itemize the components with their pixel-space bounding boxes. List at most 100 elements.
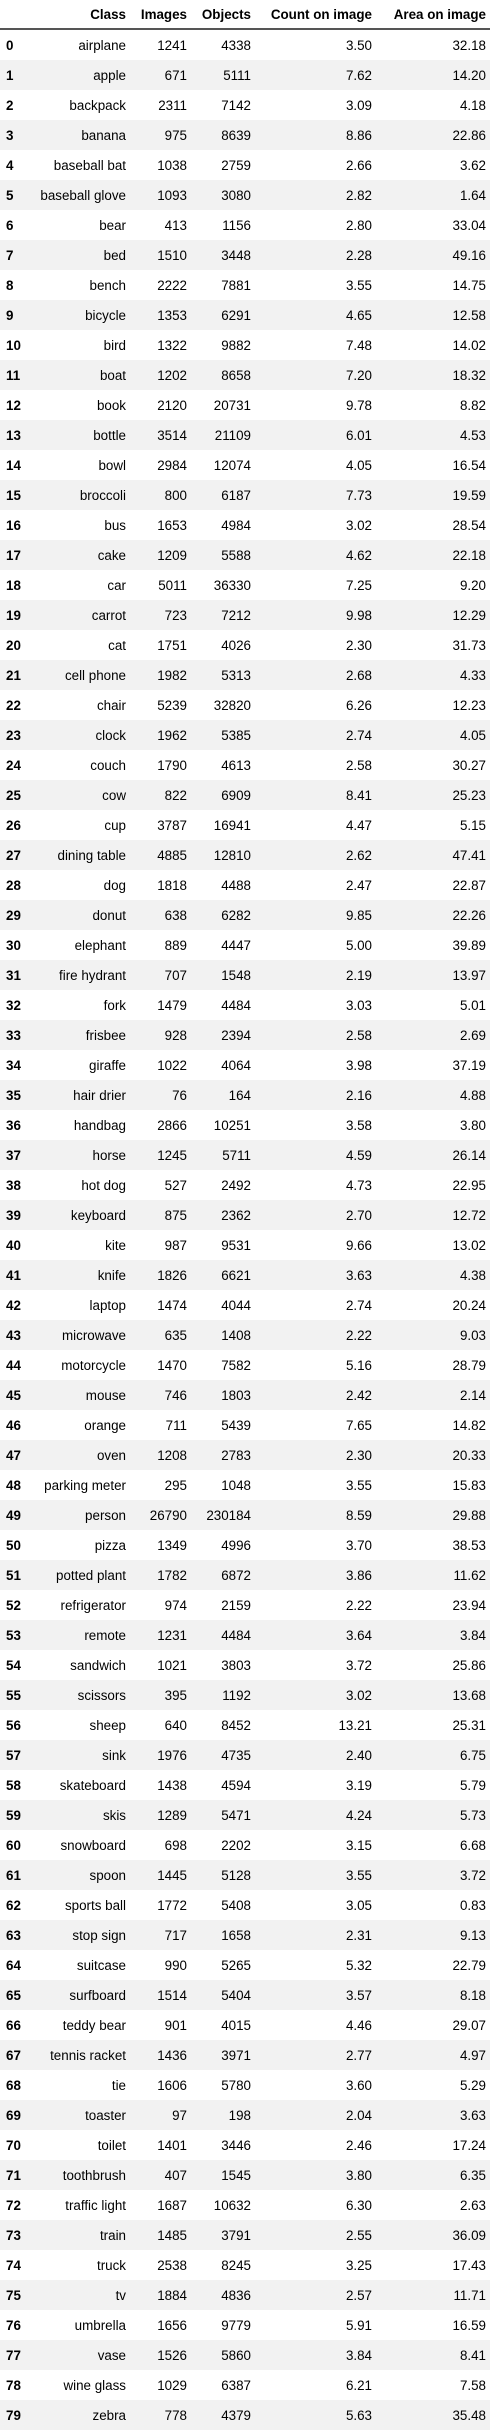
images-cell: 1029 bbox=[157, 2377, 187, 2393]
row-index: 72 bbox=[6, 2197, 21, 2213]
area-on-image-cell: 38.53 bbox=[452, 1537, 486, 1553]
table-row: 21 cell phone 1982 5313 2.68 4.33 bbox=[0, 660, 490, 690]
images-cell: 1022 bbox=[157, 1057, 187, 1073]
table-row: 64 suitcase 990 5265 5.32 22.79 bbox=[0, 1950, 490, 1980]
table-row: 68 tie 1606 5780 3.60 5.29 bbox=[0, 2070, 490, 2100]
table-row: 40 kite 987 9531 9.66 13.02 bbox=[0, 1230, 490, 1260]
header-objects: Objects bbox=[191, 0, 255, 30]
count-on-image-cell: 5.00 bbox=[345, 937, 372, 953]
images-cell: 1976 bbox=[130, 1740, 191, 1770]
area-on-image-cell: 13.97 bbox=[376, 960, 490, 990]
table-row: 5 baseball glove 1093 3080 2.82 1.64 bbox=[0, 180, 490, 210]
header-images: Images bbox=[130, 0, 191, 30]
objects-cell: 4984 bbox=[221, 517, 251, 533]
images-cell: 2866 bbox=[157, 1117, 187, 1133]
count-on-image-cell: 2.19 bbox=[255, 960, 376, 990]
count-on-image-cell: 4.62 bbox=[255, 540, 376, 570]
images-cell: 987 bbox=[164, 1237, 187, 1253]
class-name-cell: wine glass bbox=[63, 2377, 126, 2393]
table-row: 69 toaster 97 198 2.04 3.63 bbox=[0, 2100, 490, 2130]
count-on-image-cell: 3.25 bbox=[345, 2257, 372, 2273]
row-index: 30 bbox=[6, 937, 21, 953]
class-name-cell: backpack bbox=[69, 97, 126, 113]
row-index: 26 bbox=[6, 817, 21, 833]
row-index: 10 bbox=[6, 337, 21, 353]
images-cell: 711 bbox=[165, 1417, 187, 1433]
count-on-image-cell: 2.77 bbox=[255, 2040, 376, 2070]
row-index: 9 bbox=[0, 300, 38, 330]
count-on-image-cell: 6.21 bbox=[345, 2377, 372, 2393]
class-name-cell: cat bbox=[108, 637, 126, 653]
objects-cell: 5471 bbox=[191, 1800, 255, 1830]
objects-cell: 2159 bbox=[221, 1597, 251, 1613]
table-row: 54 sandwich 1021 3803 3.72 25.86 bbox=[0, 1650, 490, 1680]
images-cell: 707 bbox=[130, 960, 191, 990]
area-on-image-cell: 4.18 bbox=[459, 97, 486, 113]
table-row: 36 handbag 2866 10251 3.58 3.80 bbox=[0, 1110, 490, 1140]
objects-cell: 9779 bbox=[221, 2317, 251, 2333]
count-on-image-cell: 2.16 bbox=[255, 1080, 376, 1110]
area-on-image-cell: 18.32 bbox=[376, 360, 490, 390]
area-on-image-cell: 16.54 bbox=[452, 457, 486, 473]
class-name-cell: handbag bbox=[73, 1117, 126, 1133]
objects-cell: 6621 bbox=[191, 1260, 255, 1290]
table-body: 0 airplane 1241 4338 3.50 32.18 1 apple 671 5111 7… bbox=[0, 29, 490, 2430]
objects-cell: 6909 bbox=[191, 780, 255, 810]
class-name-cell: apple bbox=[38, 60, 130, 90]
area-on-image-cell: 12.72 bbox=[376, 1200, 490, 1230]
images-cell: 407 bbox=[130, 2160, 191, 2190]
objects-cell: 7142 bbox=[221, 97, 251, 113]
table-row: 59 skis 1289 5471 4.24 5.73 bbox=[0, 1800, 490, 1830]
row-index: 37 bbox=[0, 1140, 38, 1170]
area-on-image-cell: 5.15 bbox=[459, 817, 486, 833]
images-cell: 97 bbox=[130, 2100, 191, 2130]
table-row: 73 train 1485 3791 2.55 36.09 bbox=[0, 2220, 490, 2250]
table-row: 15 broccoli 800 6187 7.73 19.59 bbox=[0, 480, 490, 510]
row-index: 2 bbox=[6, 97, 14, 113]
count-on-image-cell: 2.31 bbox=[255, 1920, 376, 1950]
objects-cell: 4064 bbox=[221, 1057, 251, 1073]
objects-cell: 6187 bbox=[191, 480, 255, 510]
images-cell: 1241 bbox=[157, 37, 187, 53]
class-name-cell: dining table bbox=[38, 840, 130, 870]
table-row: 79 zebra 778 4379 5.63 35.48 bbox=[0, 2400, 490, 2430]
count-on-image-cell: 3.02 bbox=[345, 517, 372, 533]
class-name-cell: teddy bear bbox=[62, 2017, 126, 2033]
objects-cell: 21109 bbox=[191, 420, 255, 450]
count-on-image-cell: 3.19 bbox=[345, 1777, 372, 1793]
class-name-cell: carrot bbox=[38, 600, 130, 630]
class-name-cell: banana bbox=[38, 120, 130, 150]
row-index: 58 bbox=[6, 1777, 21, 1793]
images-cell: 889 bbox=[164, 937, 187, 953]
table-row: 13 bottle 3514 21109 6.01 4.53 bbox=[0, 420, 490, 450]
table-row: 75 tv 1884 4836 2.57 11.71 bbox=[0, 2280, 490, 2310]
area-on-image-cell: 8.18 bbox=[376, 1980, 490, 2010]
class-name-cell: pizza bbox=[94, 1537, 126, 1553]
objects-cell: 3446 bbox=[221, 2137, 251, 2153]
area-on-image-cell: 5.29 bbox=[459, 2077, 486, 2093]
row-index: 18 bbox=[6, 577, 21, 593]
objects-cell: 164 bbox=[191, 1080, 255, 1110]
row-index: 42 bbox=[6, 1297, 21, 1313]
area-on-image-cell: 36.09 bbox=[376, 2220, 490, 2250]
images-cell: 638 bbox=[130, 900, 191, 930]
row-index: 31 bbox=[0, 960, 38, 990]
table-row: 53 remote 1231 4484 3.64 3.84 bbox=[0, 1620, 490, 1650]
table-row: 50 pizza 1349 4996 3.70 38.53 bbox=[0, 1530, 490, 1560]
row-index: 0 bbox=[6, 37, 14, 53]
images-cell: 1514 bbox=[130, 1980, 191, 2010]
count-on-image-cell: 3.70 bbox=[345, 1537, 372, 1553]
row-index: 16 bbox=[6, 517, 21, 533]
area-on-image-cell: 22.86 bbox=[376, 120, 490, 150]
count-on-image-cell: 2.68 bbox=[255, 660, 376, 690]
objects-cell: 4447 bbox=[221, 937, 251, 953]
images-cell: 1485 bbox=[130, 2220, 191, 2250]
objects-cell: 2783 bbox=[191, 1440, 255, 1470]
area-on-image-cell: 9.03 bbox=[376, 1320, 490, 1350]
class-name-cell: oven bbox=[38, 1440, 130, 1470]
count-on-image-cell: 6.30 bbox=[345, 2197, 372, 2213]
images-cell: 1653 bbox=[157, 517, 187, 533]
table-row: 47 oven 1208 2783 2.30 20.33 bbox=[0, 1440, 490, 1470]
objects-cell: 4379 bbox=[191, 2400, 255, 2430]
objects-cell: 5385 bbox=[191, 720, 255, 750]
